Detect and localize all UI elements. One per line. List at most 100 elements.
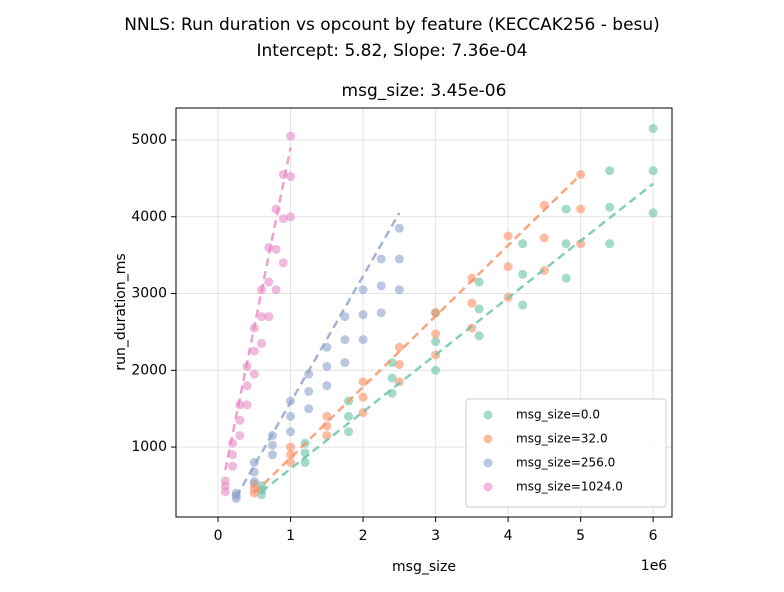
y-tick-label: 4000 xyxy=(131,209,167,225)
legend-box xyxy=(465,398,667,508)
point xyxy=(286,427,296,437)
fit-line xyxy=(235,212,401,498)
y-tick-label: 3000 xyxy=(131,286,167,302)
point xyxy=(394,285,404,295)
point xyxy=(264,312,274,322)
x-tick-label: 5 xyxy=(576,528,585,544)
point xyxy=(249,346,259,356)
point xyxy=(431,365,441,375)
point xyxy=(518,269,528,279)
point xyxy=(286,131,296,141)
point xyxy=(286,212,296,222)
point xyxy=(249,369,259,379)
legend-marker xyxy=(483,458,493,468)
x-offset-label: 1e6 xyxy=(641,558,668,574)
point xyxy=(340,312,350,322)
point xyxy=(561,239,571,249)
point xyxy=(474,331,484,341)
point xyxy=(267,450,277,460)
point xyxy=(322,431,332,441)
point xyxy=(304,404,314,414)
point xyxy=(605,166,615,176)
marks xyxy=(220,123,658,503)
point xyxy=(257,312,267,322)
point xyxy=(539,233,549,243)
point xyxy=(394,254,404,264)
point xyxy=(228,450,238,460)
legend-marker xyxy=(483,482,493,492)
plot-frame xyxy=(175,107,673,518)
chart-title: NNLS: Run duration vs opcount by feature… xyxy=(124,15,660,35)
point xyxy=(286,411,296,421)
point xyxy=(242,400,252,410)
legend-label: msg_size=256.0 xyxy=(516,456,615,470)
x-tick-label: 0 xyxy=(214,528,223,544)
point xyxy=(271,244,281,254)
x-tick-label: 1 xyxy=(286,528,295,544)
point xyxy=(561,273,571,283)
point xyxy=(376,254,386,264)
point xyxy=(340,358,350,368)
legend-label: msg_size=1024.0 xyxy=(516,480,623,494)
point xyxy=(358,392,368,402)
point xyxy=(474,304,484,314)
point xyxy=(267,440,277,450)
point xyxy=(376,308,386,318)
point xyxy=(648,166,658,176)
point xyxy=(648,208,658,218)
point xyxy=(322,381,332,391)
legend-marker xyxy=(483,410,493,420)
point xyxy=(344,411,354,421)
point xyxy=(235,415,245,425)
point xyxy=(271,285,281,295)
point xyxy=(467,273,477,283)
point xyxy=(467,323,477,333)
point xyxy=(474,277,484,287)
point xyxy=(431,329,441,339)
point xyxy=(286,442,296,452)
point xyxy=(518,239,528,249)
point xyxy=(278,258,288,268)
point xyxy=(358,335,368,345)
plot-title: msg_size: 3.45e-06 xyxy=(342,81,507,101)
point xyxy=(220,476,230,486)
point xyxy=(576,204,586,214)
point xyxy=(344,427,354,437)
point xyxy=(394,360,404,370)
point xyxy=(503,262,513,272)
y-tick-label: 2000 xyxy=(131,362,167,378)
x-tick-label: 6 xyxy=(649,528,658,544)
legend-marker xyxy=(483,434,493,444)
fit-line xyxy=(253,173,582,495)
legend-label: msg_size=32.0 xyxy=(516,432,608,446)
point xyxy=(322,361,332,371)
chart-subtitle: Intercept: 5.82, Slope: 7.36e-04 xyxy=(257,41,528,61)
point xyxy=(235,400,245,410)
point xyxy=(376,281,386,291)
point xyxy=(431,337,441,347)
point xyxy=(286,457,296,467)
y-tick-label: 5000 xyxy=(131,132,167,148)
point xyxy=(286,171,296,181)
point xyxy=(358,377,368,387)
point xyxy=(605,202,615,212)
point xyxy=(340,335,350,345)
point xyxy=(249,477,259,487)
point xyxy=(503,231,513,241)
point xyxy=(648,123,658,133)
point xyxy=(228,461,238,471)
point xyxy=(300,457,310,467)
point xyxy=(431,308,441,318)
legend: msg_size=0.0 msg_size=32.0 msg_size=256.0m… xyxy=(465,398,667,508)
point xyxy=(304,369,314,379)
point xyxy=(387,373,397,383)
fit-line xyxy=(224,147,292,471)
point xyxy=(394,223,404,233)
point xyxy=(394,342,404,352)
x-tick-label: 4 xyxy=(504,528,513,544)
point xyxy=(467,298,477,308)
point xyxy=(304,386,314,396)
x-tick-label: 2 xyxy=(359,528,368,544)
